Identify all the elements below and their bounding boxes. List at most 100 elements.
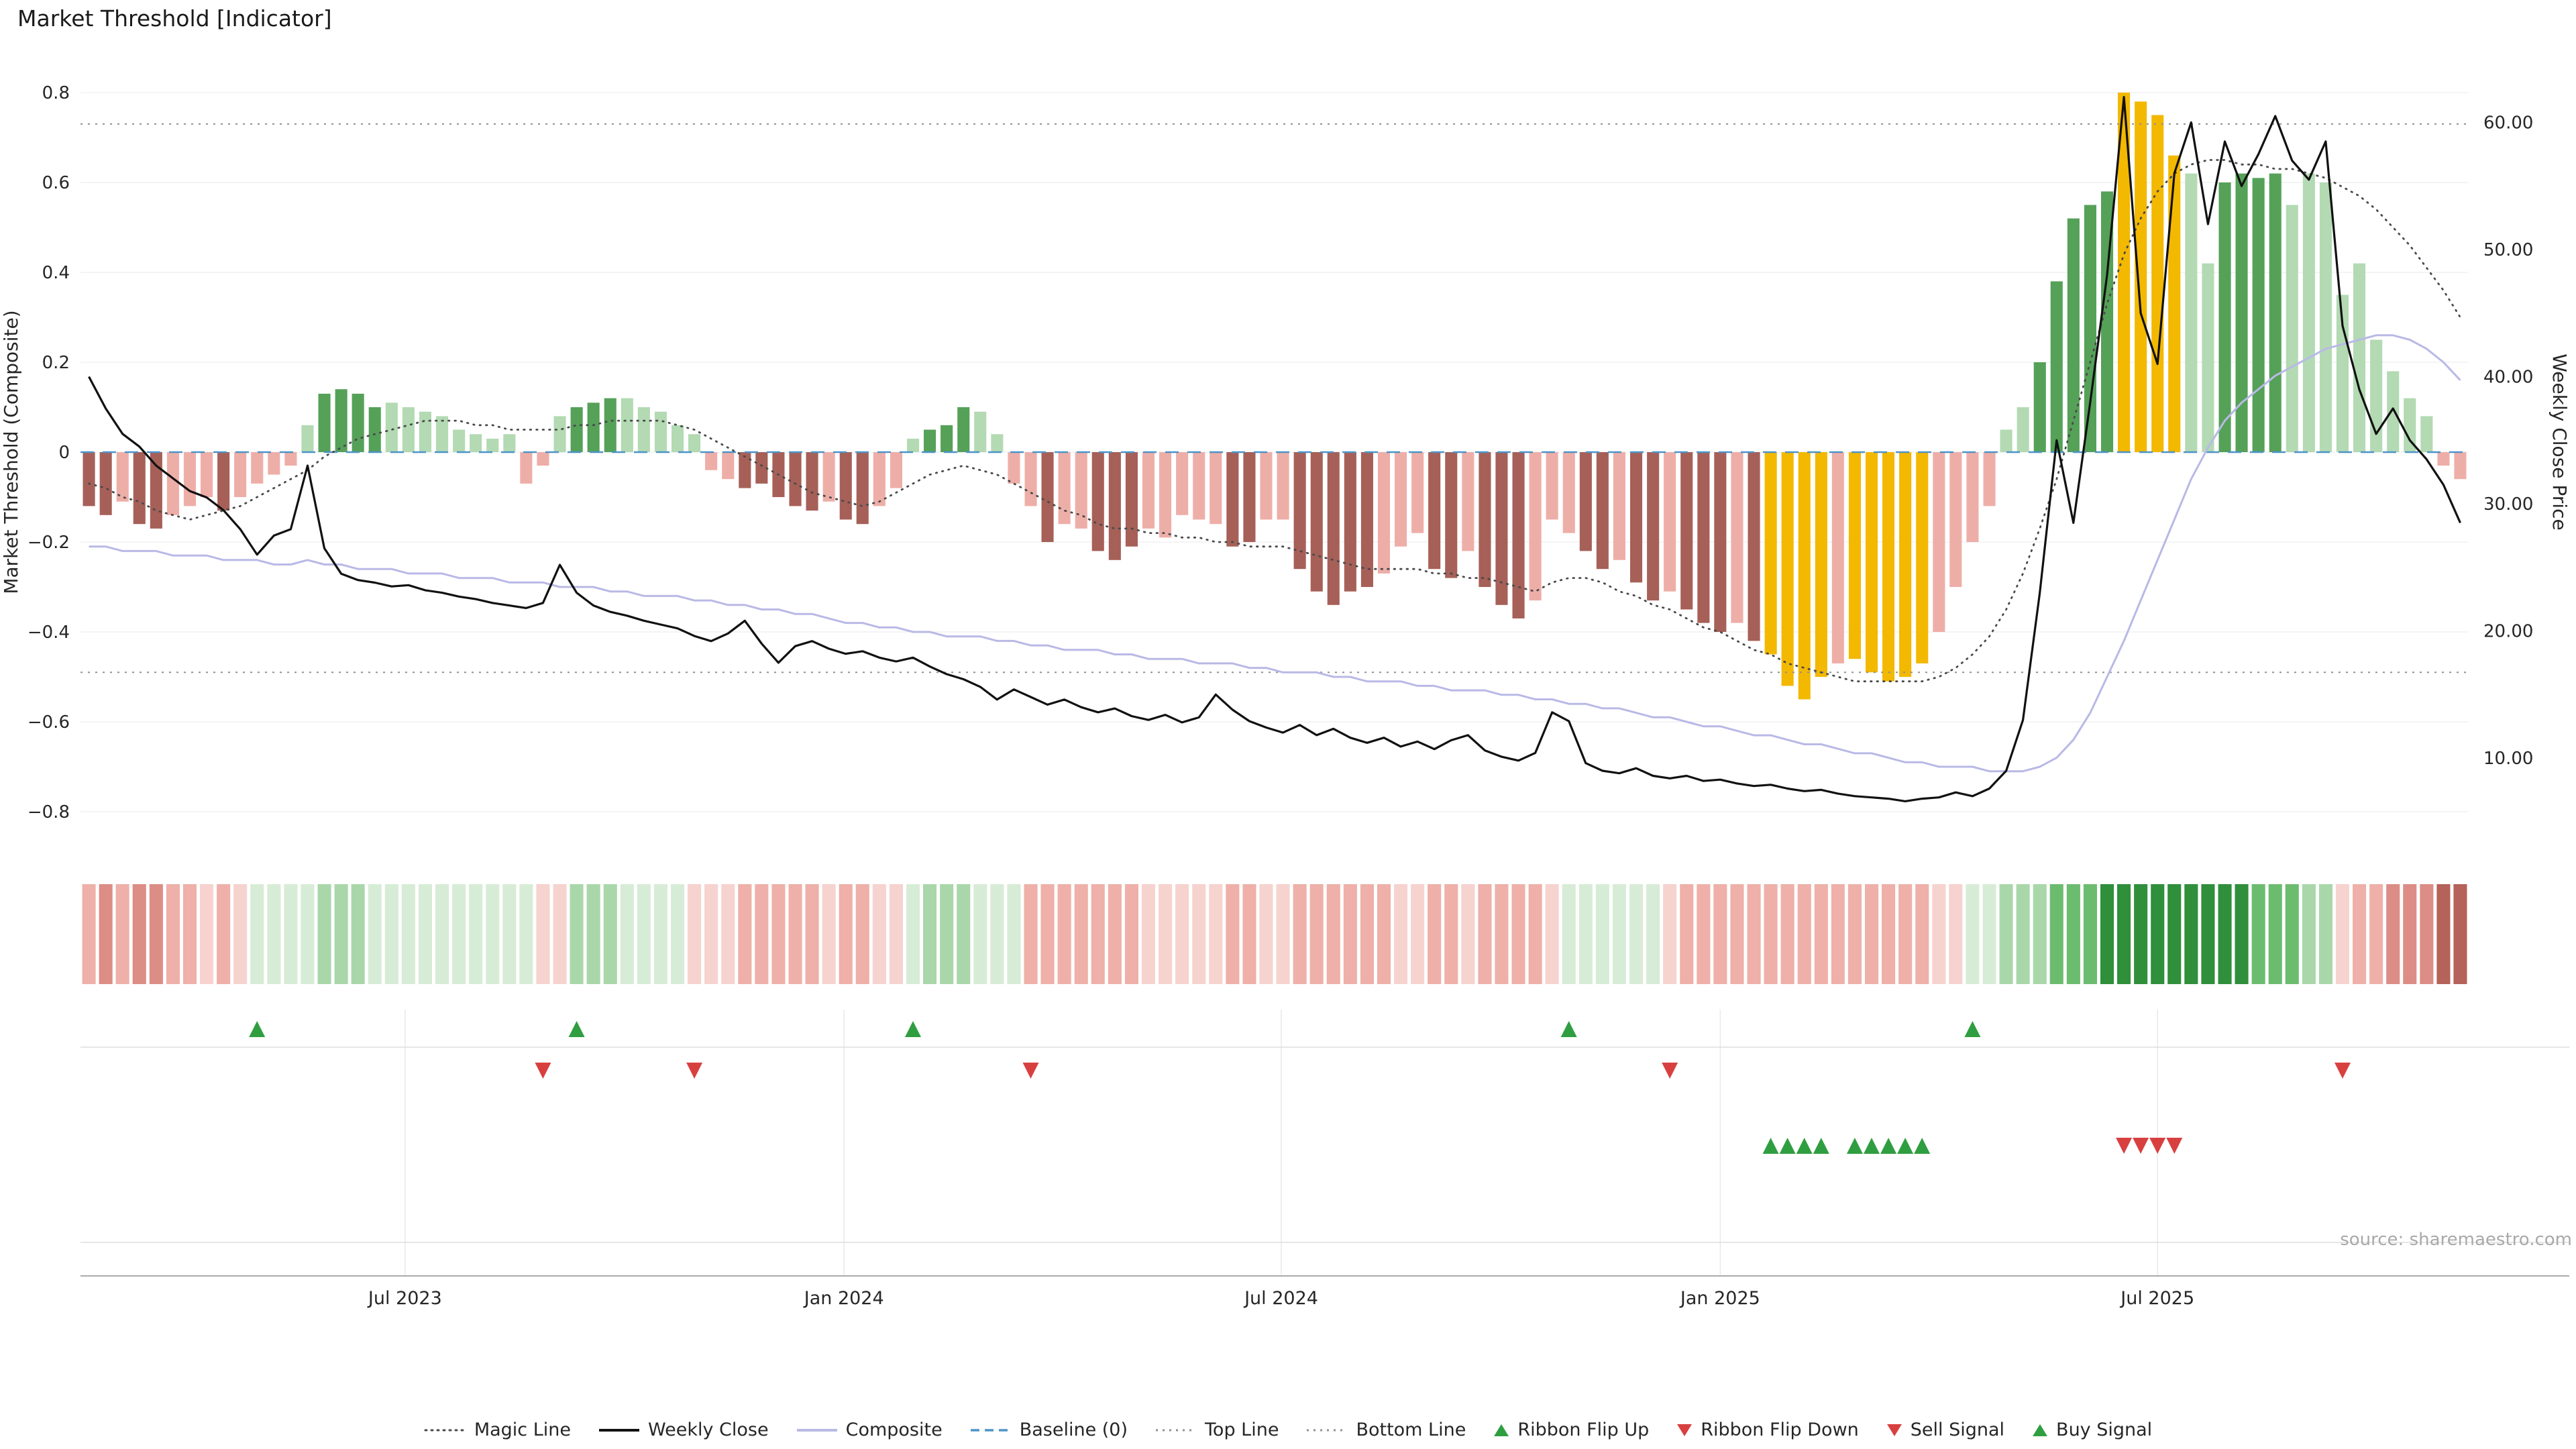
threshold-bar (688, 434, 701, 452)
ribbon-cell (452, 884, 466, 984)
threshold-bar (924, 429, 936, 452)
threshold-bar (890, 452, 902, 488)
ribbon-cell (1697, 884, 1711, 984)
threshold-bar (604, 398, 616, 452)
threshold-bar (672, 425, 684, 452)
ribbon-cell (755, 884, 769, 984)
threshold-bar (1462, 452, 1474, 551)
threshold-bar (1731, 452, 1743, 623)
threshold-bar (2135, 101, 2147, 452)
threshold-bar (907, 438, 920, 452)
ribbon-cell (250, 884, 264, 984)
main-gridlines (80, 92, 2469, 812)
axis-labels: 0.8 0.6 0.4 0.2 0 −0.2 −0.4 −0.6 −0.8 60.00 50.00 4… (0, 83, 2572, 1309)
ribbon-cell (1730, 884, 1744, 984)
ribbon-cell (553, 884, 567, 984)
ribbon-cell (805, 884, 819, 984)
left-tick-label: 0.8 (42, 83, 70, 103)
ribbon-cell (889, 884, 903, 984)
ribbon-cell (973, 884, 987, 984)
ribbon-cell (1343, 884, 1357, 984)
threshold-bar (1411, 452, 1424, 533)
ribbon-cell (855, 884, 869, 984)
ribbon-cell (1478, 884, 1492, 984)
baseline-sample-icon (970, 1428, 1011, 1432)
threshold-bar (2033, 362, 2046, 452)
ribbon-cell (570, 884, 584, 984)
threshold-bar (318, 393, 331, 452)
ribbon-cell (301, 884, 315, 984)
ribbon-cell (1814, 884, 1828, 984)
sell-signal-markers (2116, 1138, 2183, 1154)
ribbon-cell (2016, 884, 2030, 984)
ribbon-cell (2218, 884, 2232, 984)
page-title: Market Threshold [Indicator] (17, 5, 332, 32)
threshold-bar (1125, 452, 1138, 547)
threshold-bar (2404, 398, 2416, 452)
threshold-bar (2151, 115, 2164, 452)
threshold-bar (2067, 218, 2080, 452)
threshold-bar (251, 452, 264, 484)
threshold-bar (1193, 452, 1205, 520)
threshold-bar (1949, 452, 1962, 587)
threshold-bar (839, 452, 852, 520)
threshold-bar (1445, 452, 1458, 578)
ribbon-cell (182, 884, 197, 984)
threshold-bar (941, 425, 953, 452)
ribbon-cell (267, 884, 281, 984)
ribbon-cell (1428, 884, 1442, 984)
ribbon-cell (2083, 884, 2097, 984)
right-axis-title: Weekly Close Price (2548, 354, 2571, 530)
threshold-bar (1159, 452, 1172, 538)
ribbon-cell (2167, 884, 2182, 984)
threshold-bar (789, 452, 802, 506)
ribbon-cell (2268, 884, 2282, 984)
magic-line-sample-icon (424, 1429, 467, 1431)
ribbon-cell (721, 884, 735, 984)
threshold-bar (2084, 205, 2096, 452)
up-triangle-marker (1914, 1138, 1931, 1154)
threshold-bar (1781, 452, 1794, 686)
ribbon-cell (2335, 884, 2349, 984)
ribbon-cell (1024, 884, 1038, 984)
up-triangle-marker (1864, 1138, 1880, 1154)
ribbon-cell (2386, 884, 2400, 984)
ribbon-cell (2369, 884, 2383, 984)
threshold-bar (335, 389, 347, 452)
legend-label: Weekly Close (648, 1419, 769, 1440)
legend-item-buy-signal: Buy Signal (2031, 1419, 2152, 1440)
threshold-bar (705, 452, 718, 470)
down-triangle-icon (1886, 1424, 1902, 1436)
ribbon-cell (1259, 884, 1273, 984)
legend-label: Magic Line (474, 1419, 571, 1440)
ribbon-cell (1007, 884, 1021, 984)
threshold-bar (116, 452, 129, 502)
ribbon-cell (738, 884, 752, 984)
up-triangle-marker (905, 1021, 921, 1037)
threshold-bar (1647, 452, 1660, 601)
threshold-bar (284, 452, 297, 466)
ribbon-cell (115, 884, 129, 984)
threshold-bar (1815, 452, 1827, 677)
ribbon-cell (1309, 884, 1324, 984)
threshold-bar (1395, 452, 1407, 547)
left-tick-label: −0.4 (28, 623, 70, 643)
ribbon-cell (1242, 884, 1256, 984)
ribbon-cell (1326, 884, 1340, 984)
composite-sample-icon (796, 1428, 837, 1432)
threshold-bar (2000, 429, 2012, 452)
ribbon-cell (2353, 884, 2367, 984)
ribbon-cell (1999, 884, 2013, 984)
ribbon-cell (1545, 884, 1559, 984)
threshold-bar (183, 452, 196, 506)
ribbon-cell (418, 884, 432, 984)
ribbon-cell (1831, 884, 1845, 984)
threshold-bar (587, 402, 600, 452)
threshold-bar (1966, 452, 1979, 542)
ribbon-cell (1360, 884, 1374, 984)
ribbon-cell (2318, 884, 2332, 984)
threshold-bar (1630, 452, 1643, 583)
left-tick-label: 0 (58, 443, 70, 463)
threshold-bar (1882, 452, 1895, 682)
threshold-bar (486, 438, 499, 452)
